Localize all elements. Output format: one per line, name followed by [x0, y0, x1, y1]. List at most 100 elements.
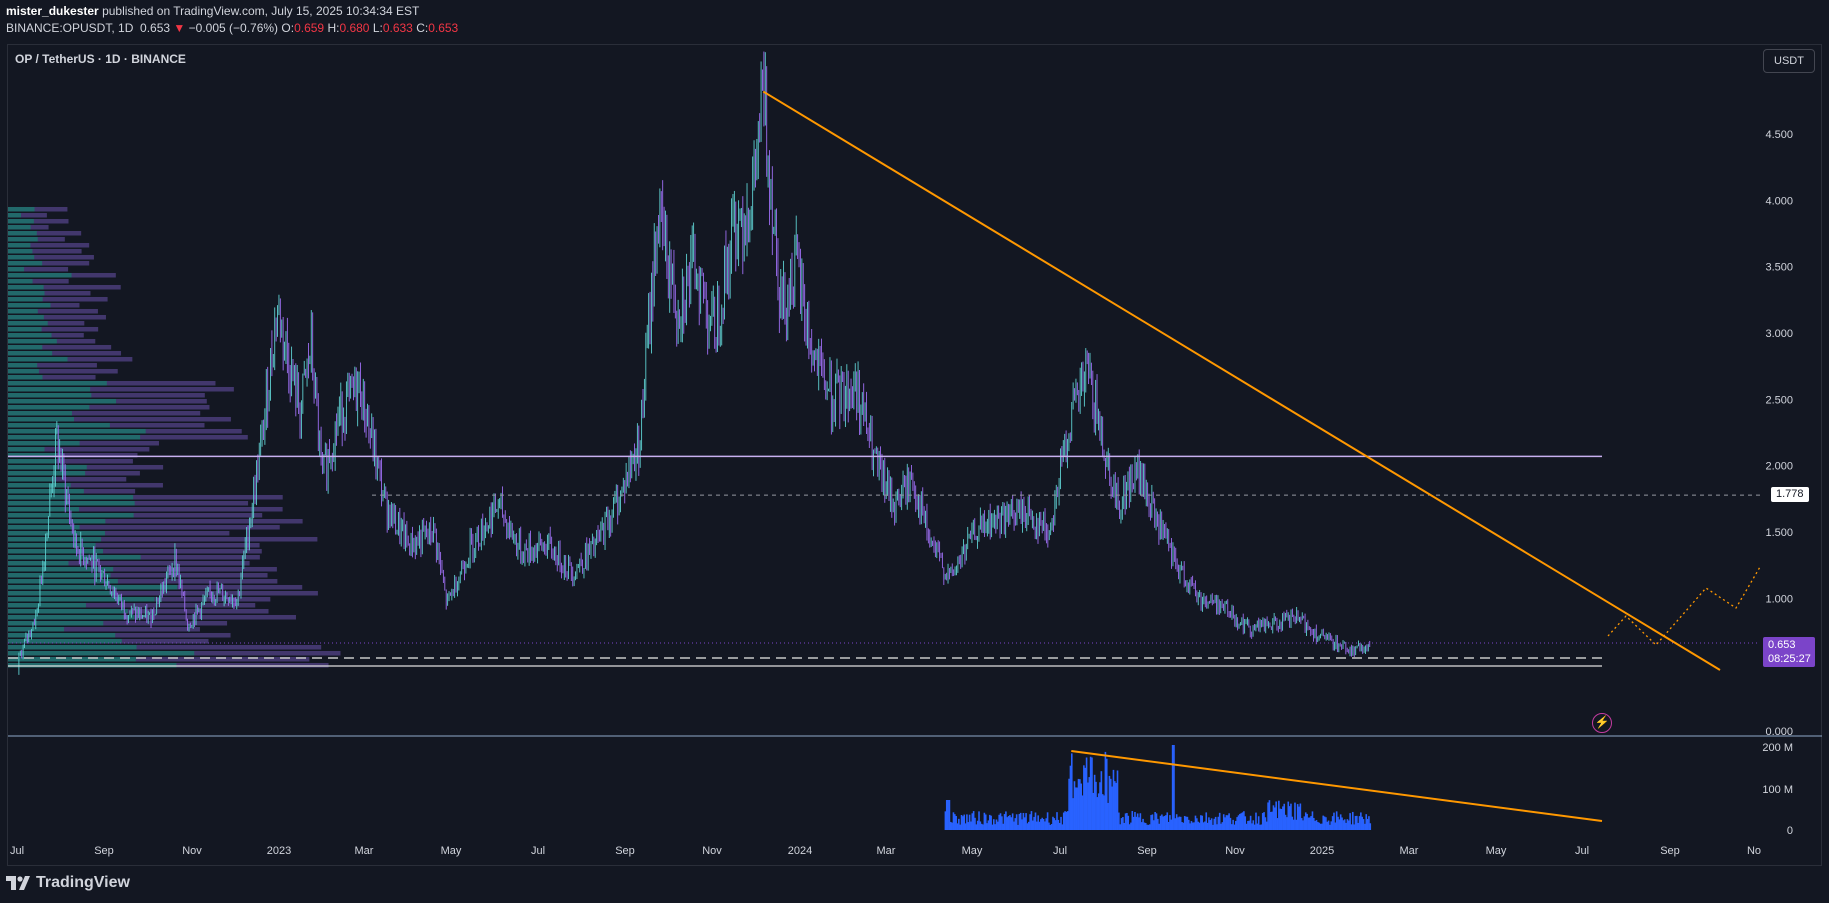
brand-name: TradingView — [36, 874, 130, 891]
volume-bar — [1151, 814, 1154, 830]
current-price-value: 0.653 — [1768, 639, 1796, 651]
volume-profile-bar-up — [8, 495, 134, 500]
volume-profile-bar-up — [8, 585, 178, 590]
volume-profile-bar-up — [8, 639, 122, 644]
volume-profile-bar-up — [8, 249, 33, 254]
volume-bar — [948, 800, 951, 830]
volume-bar — [1302, 820, 1304, 830]
volume-bar — [1095, 781, 1097, 830]
volume-profile-bar-up — [8, 489, 84, 494]
volume-bar — [1362, 819, 1365, 830]
volume-bar — [1321, 823, 1323, 830]
volume-profile-bar-up — [8, 237, 38, 242]
volume-bar — [972, 811, 975, 830]
volume-profile-bar-up — [8, 351, 53, 356]
volume-bar — [1044, 821, 1046, 830]
volume-profile-bar — [8, 267, 69, 272]
volume-bar — [1101, 794, 1104, 830]
volume-bar — [1013, 821, 1015, 830]
volume-bar — [959, 824, 961, 830]
bar-countdown: 08:25:27 — [1768, 653, 1811, 665]
volume-bar — [1323, 816, 1326, 830]
volume-profile-bar — [8, 417, 231, 422]
volume-profile-bar — [8, 561, 250, 566]
time-axis-tick: Nov — [702, 845, 722, 857]
volume-axis-tick: 100 M — [1762, 784, 1793, 796]
volume-profile-bar-up — [8, 297, 43, 302]
tradingview-brand[interactable]: TradingView — [6, 874, 130, 892]
volume-bar — [1317, 821, 1319, 830]
volume-bar — [1218, 812, 1221, 830]
volume-bar — [1210, 818, 1213, 830]
volume-profile-bar — [8, 633, 231, 638]
volume-bar — [1268, 800, 1271, 830]
volume-bar — [1263, 812, 1265, 830]
volume-profile-bar-up — [8, 321, 48, 326]
volume-bar — [1155, 813, 1158, 830]
volume-profile-bar-up — [8, 411, 72, 416]
open-value: 0.659 — [294, 21, 325, 35]
volume-bar — [1248, 820, 1251, 830]
volume-bar — [1229, 817, 1232, 830]
volume-profile-bar-up — [8, 459, 57, 464]
volume-bar — [1007, 816, 1010, 830]
volume-bar — [994, 824, 996, 830]
volume-profile-bar-up — [8, 273, 72, 278]
lightning-icon[interactable]: ⚡ — [1592, 713, 1612, 733]
volume-profile-bar-up — [8, 405, 90, 410]
volume-profile-bar-up — [8, 363, 38, 368]
volume-bar — [1052, 816, 1054, 830]
volume-bar — [1174, 818, 1177, 830]
volume-bar — [1079, 779, 1081, 830]
volume-bar — [1294, 802, 1296, 830]
volume-bar — [1304, 812, 1307, 830]
volume-profile-bar — [8, 621, 228, 626]
volume-profile-bar-up — [8, 537, 102, 542]
volume-bar — [952, 812, 955, 830]
currency-button[interactable]: USDT — [1763, 49, 1815, 73]
volume-profile-bar-up — [8, 207, 35, 212]
volume-bar — [997, 821, 999, 830]
volume-bar — [1002, 823, 1005, 830]
volume-bar — [970, 821, 972, 830]
volume-bar — [1255, 812, 1257, 830]
volume-profile-bar — [8, 645, 322, 650]
volume-profile-bar-up — [8, 543, 96, 548]
volume-bar — [1292, 819, 1295, 830]
volume-profile-bar — [8, 231, 82, 236]
volume-bar — [1087, 782, 1089, 830]
volume-bar — [1068, 778, 1070, 830]
volume-bar — [1128, 824, 1131, 830]
published-text: published on TradingView.com, July 15, 2… — [102, 4, 420, 18]
volume-bar — [1191, 822, 1194, 830]
volume-profile-bar-up — [8, 225, 31, 230]
volume-profile-bar — [8, 567, 277, 572]
volume-bar — [1119, 824, 1121, 830]
volume-bar — [1103, 795, 1105, 830]
volume-bar — [1339, 814, 1342, 830]
volume-bar — [1046, 812, 1049, 830]
volume-bar — [1001, 816, 1003, 830]
volume-bar — [1072, 798, 1074, 830]
volume-bar — [1212, 824, 1214, 830]
volume-profile-bar — [8, 327, 99, 332]
volume-bar — [1076, 787, 1078, 830]
low-value: 0.633 — [382, 21, 413, 35]
close-label: C: — [416, 21, 429, 35]
volume-bar — [1018, 813, 1021, 830]
volume-bar — [1209, 820, 1212, 830]
volume-bar — [1009, 815, 1011, 830]
volume-bar — [991, 824, 994, 830]
projection-path — [1607, 566, 1761, 646]
volume-bar — [1232, 819, 1234, 830]
time-axis-tick: May — [1486, 845, 1507, 857]
volume-bar — [1083, 765, 1085, 830]
volume-bar — [1243, 811, 1245, 830]
volume-bar — [979, 821, 982, 830]
volume-bar — [1014, 818, 1017, 830]
volume-bar — [1197, 821, 1199, 830]
volume-bar — [1314, 820, 1316, 830]
author-name[interactable]: mister_dukester — [6, 4, 99, 18]
chart-panel[interactable] — [7, 44, 1822, 866]
